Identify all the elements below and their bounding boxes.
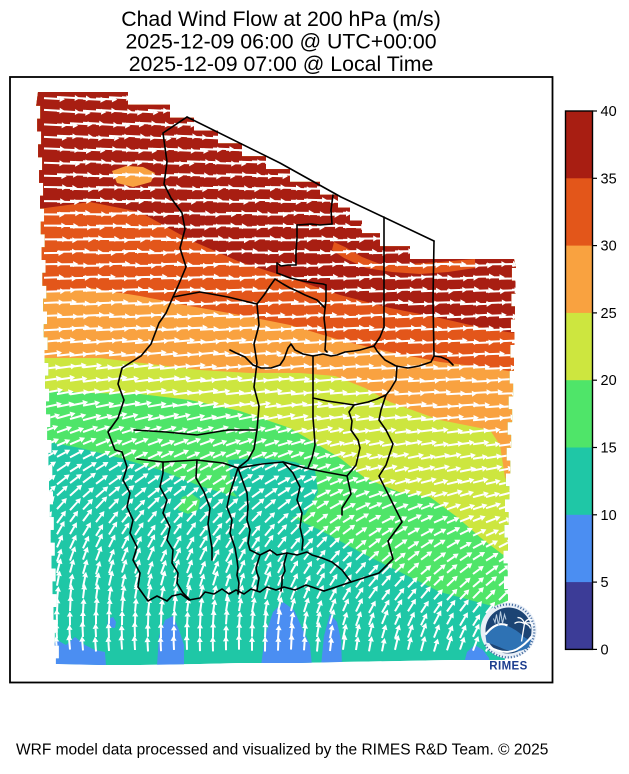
svg-text:30: 30 xyxy=(601,239,617,255)
svg-text:40: 40 xyxy=(601,104,617,120)
svg-text:0: 0 xyxy=(601,642,609,658)
svg-text:35: 35 xyxy=(601,171,617,187)
svg-text:Chad Wind Flow at 200 hPa (m/s: Chad Wind Flow at 200 hPa (m/s) xyxy=(121,7,441,31)
svg-text:25: 25 xyxy=(601,306,617,322)
svg-text:15: 15 xyxy=(601,441,617,457)
svg-text:20: 20 xyxy=(601,373,617,389)
svg-text:10: 10 xyxy=(601,508,617,524)
svg-text:5: 5 xyxy=(601,575,609,591)
svg-text:2025-12-09 06:00 @ UTC+00:00: 2025-12-09 06:00 @ UTC+00:00 xyxy=(125,30,436,54)
svg-text:RIMES: RIMES xyxy=(489,661,527,673)
svg-text:WRF model data processed and v: WRF model data processed and visualized … xyxy=(16,742,548,759)
svg-text:2025-12-09 07:00 @ Local Time: 2025-12-09 07:00 @ Local Time xyxy=(129,52,434,76)
